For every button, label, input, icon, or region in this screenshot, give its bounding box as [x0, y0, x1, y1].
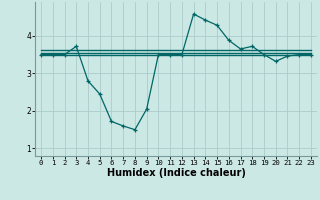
X-axis label: Humidex (Indice chaleur): Humidex (Indice chaleur) — [107, 168, 245, 178]
